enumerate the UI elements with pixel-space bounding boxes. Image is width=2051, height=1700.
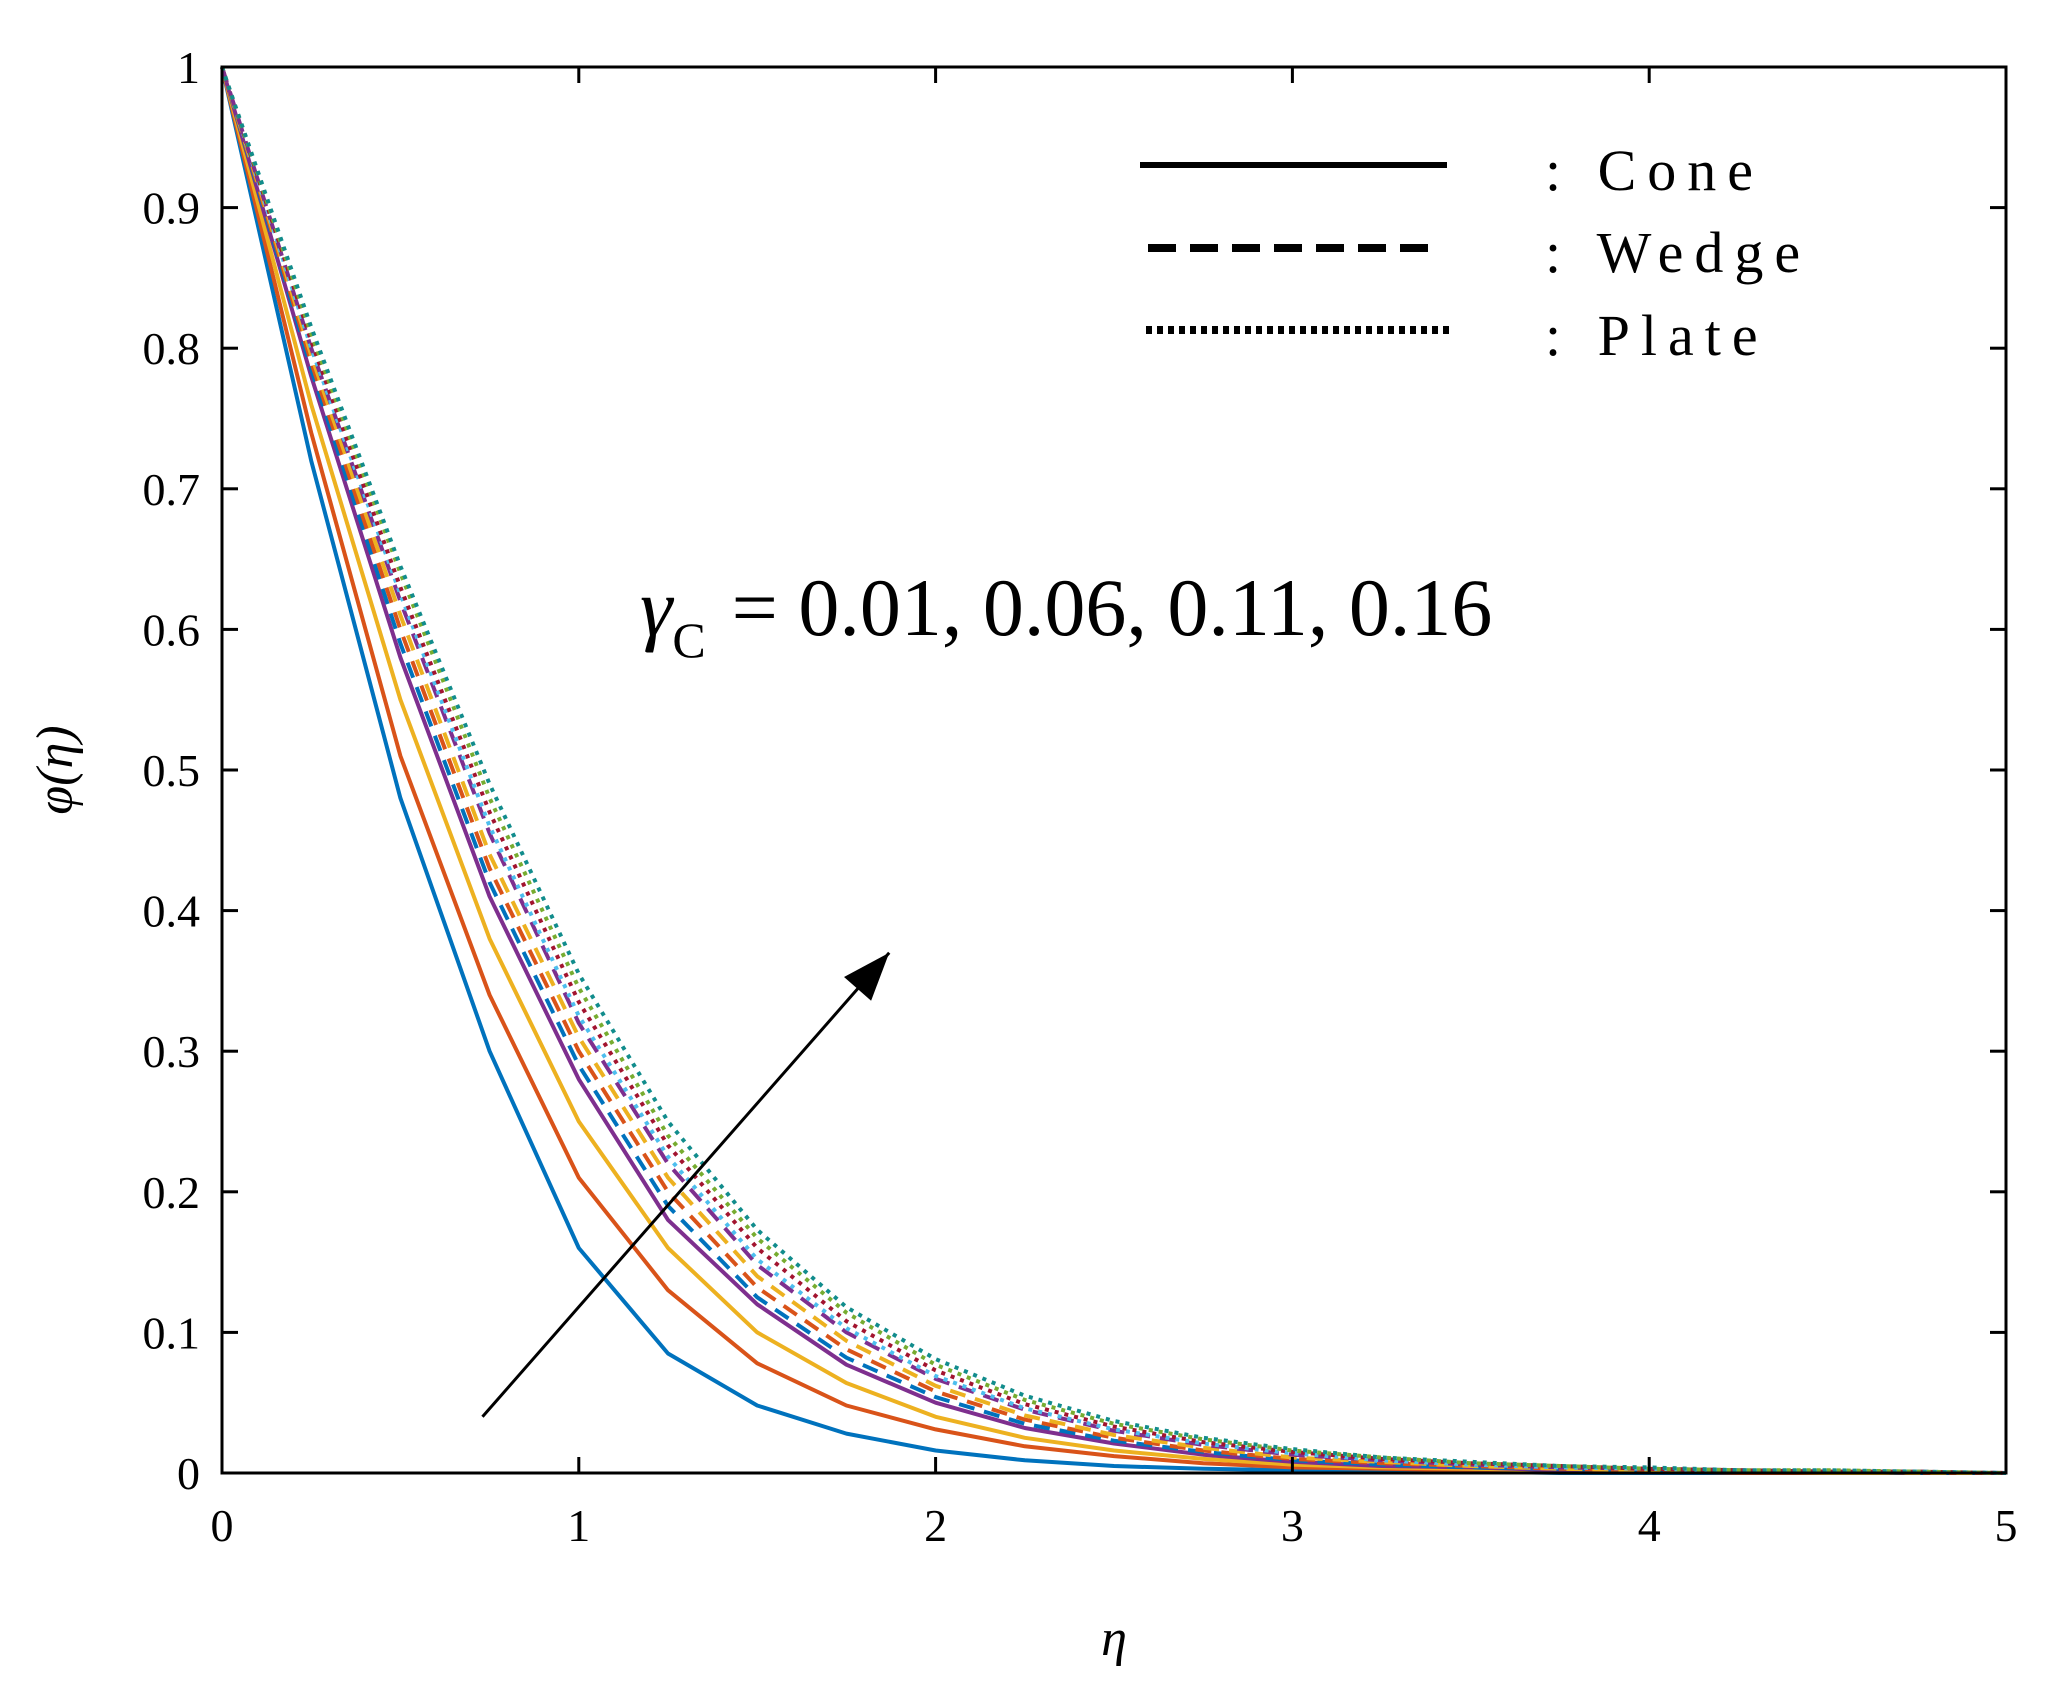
series-layer	[220, 66, 2007, 1475]
legend-label-cone: : Cone	[1545, 138, 1764, 203]
series-line-wedge-2	[220, 66, 2006, 1475]
x-tick-label: 3	[1281, 1500, 1304, 1551]
y-tick-label: 0.6	[143, 604, 201, 655]
annotation-text: γC = 0.01, 0.06, 0.11, 0.16	[640, 562, 1492, 668]
y-tick-label: 0.2	[143, 1167, 201, 1218]
y-tick-label: 0.3	[143, 1026, 201, 1077]
annotation-arrow-head	[844, 952, 890, 1001]
x-tick-label: 2	[924, 1500, 947, 1551]
y-axis-label: φ(η)	[27, 725, 84, 814]
gamma-annotation: γC = 0.01, 0.06, 0.11, 0.16	[640, 562, 1492, 668]
x-tick-label: 0	[211, 1500, 234, 1551]
series-line-plate-2	[220, 66, 2007, 1475]
x-axis-label: η	[1101, 1610, 1127, 1667]
tick-layer: 0 1 2 3 4 5 0 0.1 0.2 0.3 0.4 0.5 0.6 0.7 0.8 0.9 1	[143, 42, 2018, 1551]
y-tick-label: 0.9	[143, 183, 201, 234]
legend: : Cone : Wedge : Plate	[1140, 138, 1811, 368]
y-tick-label: 0.4	[143, 886, 201, 937]
y-tick-label: 0.1	[143, 1307, 201, 1358]
annotation-arrow-shaft	[481, 951, 891, 1418]
y-tick-label: 1	[177, 42, 200, 93]
x-tick-label: 5	[1995, 1500, 2018, 1551]
legend-label-plate: : Plate	[1545, 303, 1769, 368]
y-tick-label: 0.5	[143, 745, 201, 796]
y-tick-label: 0.7	[143, 464, 201, 515]
annotation-values: = 0.01, 0.06, 0.11, 0.16	[732, 562, 1493, 653]
y-tick-label: 0	[177, 1448, 200, 1499]
annotation-subscript: C	[672, 612, 705, 668]
x-tick-label: 1	[567, 1500, 590, 1551]
legend-label-wedge: : Wedge	[1545, 220, 1811, 285]
x-tick-label: 4	[1638, 1500, 1661, 1551]
y-tick-label: 0.8	[143, 323, 201, 374]
arrow-layer	[481, 951, 891, 1418]
series-line-plate-3	[220, 66, 2007, 1475]
annotation-symbol: γ	[640, 562, 675, 653]
